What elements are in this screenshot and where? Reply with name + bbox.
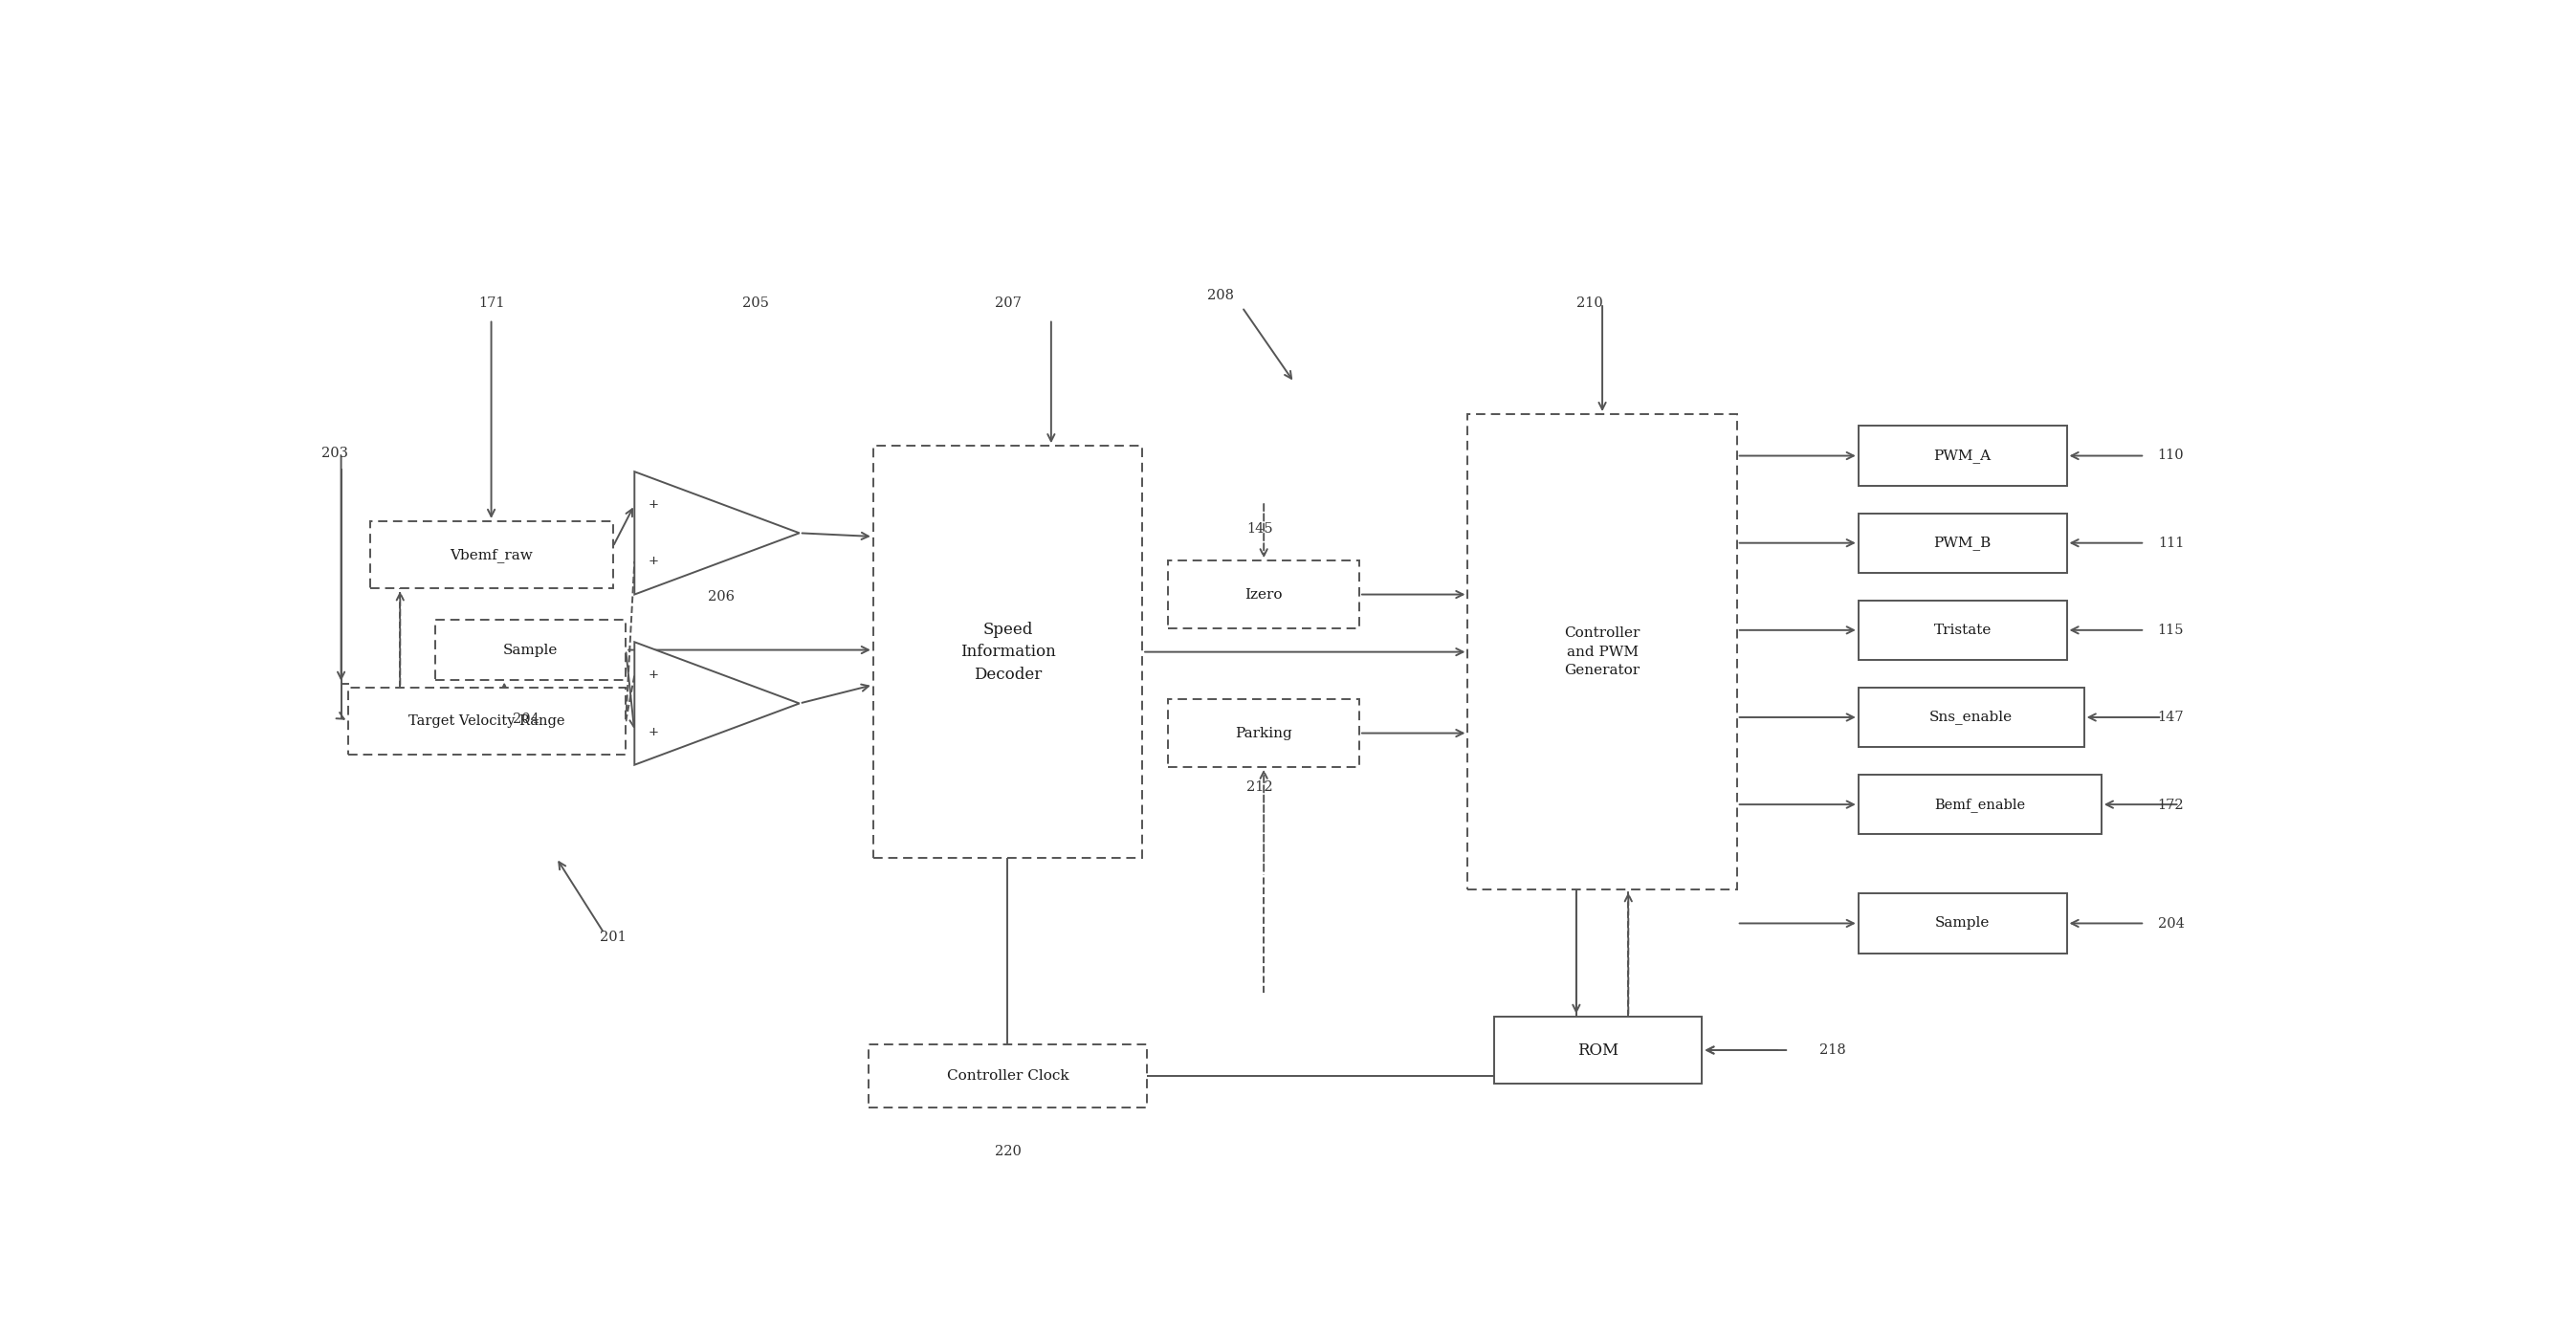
Text: 203: 203 (322, 447, 348, 460)
FancyBboxPatch shape (1857, 601, 2066, 660)
Text: Bemf_enable: Bemf_enable (1935, 797, 2025, 812)
FancyBboxPatch shape (1857, 775, 2102, 834)
FancyBboxPatch shape (1857, 894, 2066, 953)
Text: 111: 111 (2159, 537, 2184, 550)
Text: +: + (649, 499, 659, 511)
Text: PWM_A: PWM_A (1935, 448, 1991, 463)
FancyBboxPatch shape (1857, 514, 2066, 573)
Text: 201: 201 (600, 930, 626, 943)
Text: 115: 115 (2159, 624, 2184, 637)
FancyBboxPatch shape (371, 522, 613, 589)
FancyBboxPatch shape (1857, 688, 2084, 747)
Text: 172: 172 (2159, 799, 2184, 812)
Text: 205: 205 (742, 297, 770, 310)
FancyBboxPatch shape (1170, 700, 1360, 767)
Text: 206: 206 (708, 590, 734, 603)
Text: 212: 212 (1247, 780, 1273, 793)
Text: Parking: Parking (1236, 727, 1293, 740)
Text: ROM: ROM (1577, 1042, 1618, 1058)
Text: 110: 110 (2159, 448, 2184, 462)
Text: Sample: Sample (502, 644, 559, 657)
Text: PWM_B: PWM_B (1935, 535, 1991, 550)
Text: Sample: Sample (1935, 917, 1991, 930)
FancyBboxPatch shape (348, 688, 626, 755)
FancyBboxPatch shape (1494, 1017, 1703, 1084)
Text: +: + (649, 725, 659, 737)
Polygon shape (634, 471, 799, 594)
Text: 171: 171 (479, 297, 505, 310)
Text: Vbemf_raw: Vbemf_raw (451, 547, 533, 562)
Text: 204: 204 (2159, 917, 2184, 930)
Text: +: + (649, 669, 659, 681)
FancyBboxPatch shape (1857, 425, 2066, 486)
FancyBboxPatch shape (868, 1044, 1146, 1108)
Text: 147: 147 (2159, 710, 2184, 724)
Text: Controller
and PWM
Generator: Controller and PWM Generator (1564, 626, 1641, 677)
FancyBboxPatch shape (1468, 415, 1736, 890)
Text: Sns_enable: Sns_enable (1929, 710, 2012, 724)
Text: 218: 218 (1819, 1044, 1844, 1057)
Text: Speed
Information
Decoder: Speed Information Decoder (961, 621, 1056, 682)
Text: 204: 204 (513, 713, 538, 727)
Text: 207: 207 (994, 297, 1020, 310)
FancyBboxPatch shape (873, 446, 1141, 858)
Text: +: + (649, 555, 659, 567)
Polygon shape (634, 642, 799, 765)
FancyBboxPatch shape (1170, 561, 1360, 628)
Text: Tristate: Tristate (1935, 624, 1991, 637)
Text: 145: 145 (1247, 522, 1273, 535)
Text: Izero: Izero (1244, 587, 1283, 601)
FancyBboxPatch shape (435, 621, 626, 680)
Text: 210: 210 (1577, 297, 1602, 310)
Text: 220: 220 (994, 1144, 1020, 1157)
Text: Target Velocity Range: Target Velocity Range (410, 714, 564, 728)
Text: Controller Clock: Controller Clock (945, 1069, 1069, 1082)
Text: 208: 208 (1208, 289, 1234, 302)
